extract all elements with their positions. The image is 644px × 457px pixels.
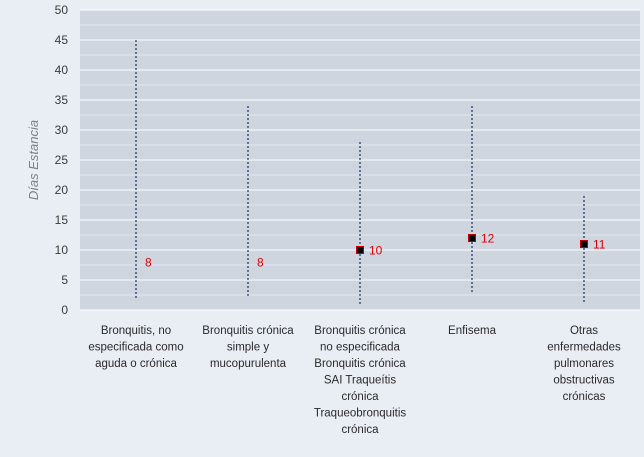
x-category-label-line: Otras: [570, 325, 598, 337]
x-category-label-line: mucopurulenta: [210, 358, 287, 370]
data-label: 11: [593, 238, 606, 252]
x-category-label-line: Bronquitis crónica: [314, 325, 406, 337]
y-tick-label: 40: [55, 63, 69, 77]
x-category-label-line: simple y: [227, 342, 269, 354]
x-category-label-line: aguda o crónica: [95, 358, 177, 370]
mean-marker: [468, 234, 476, 242]
y-tick-label: 25: [55, 153, 69, 167]
x-category-label-line: crónica: [341, 424, 379, 436]
x-category-label-line: obstructivas: [553, 375, 615, 387]
y-tick-label: 5: [61, 273, 68, 287]
mean-marker: [580, 240, 588, 248]
data-label: 8: [145, 256, 152, 270]
mean-marker: [356, 246, 364, 254]
y-tick-label: 20: [55, 183, 69, 197]
x-category-label-line: Enfisema: [448, 325, 497, 337]
x-category-label-line: crónicas: [563, 391, 606, 403]
x-category-label: Bronquitis, no especificada como aguda o c…: [88, 325, 183, 370]
x-category-label-line: Bronquitis crónica: [202, 325, 294, 337]
x-category-label-line: especificada como: [88, 342, 183, 354]
data-label: 12: [481, 232, 495, 246]
y-tick-label: 45: [55, 33, 69, 47]
y-tick-label: 15: [55, 213, 69, 227]
y-tick-label: 35: [55, 93, 69, 107]
data-label: 8: [257, 256, 264, 270]
x-category-label-line: Bronquitis, no: [101, 325, 171, 337]
data-label: 10: [369, 244, 383, 258]
x-category-label: Enfisema: [448, 325, 497, 337]
x-category-label: Otras enfermedades pulmonares obstructivas c…: [547, 325, 621, 403]
y-axis-title: Días Estancia: [26, 120, 41, 200]
y-tick-label: 0: [61, 303, 68, 317]
x-category-label-line: pulmonares: [554, 358, 614, 370]
x-category-label-line: Bronquitis crónica: [314, 358, 406, 370]
x-category-label-line: crónica: [341, 391, 379, 403]
x-category-label-line: enfermedades: [547, 342, 621, 354]
y-tick-label: 50: [55, 3, 69, 17]
x-category-label: Bronquitis crónica no especificada Bronqui…: [314, 325, 407, 436]
x-category-label-line: no especificada: [320, 342, 401, 354]
x-category-label: Bronquitis crónica simple y mucopurulenta: [202, 325, 294, 370]
x-category-label-line: Traqueobronquitis: [314, 408, 407, 420]
y-tick-label: 10: [55, 243, 69, 257]
y-tick-label: 30: [55, 123, 69, 137]
x-category-label-line: SAI Traqueítis: [324, 375, 396, 387]
